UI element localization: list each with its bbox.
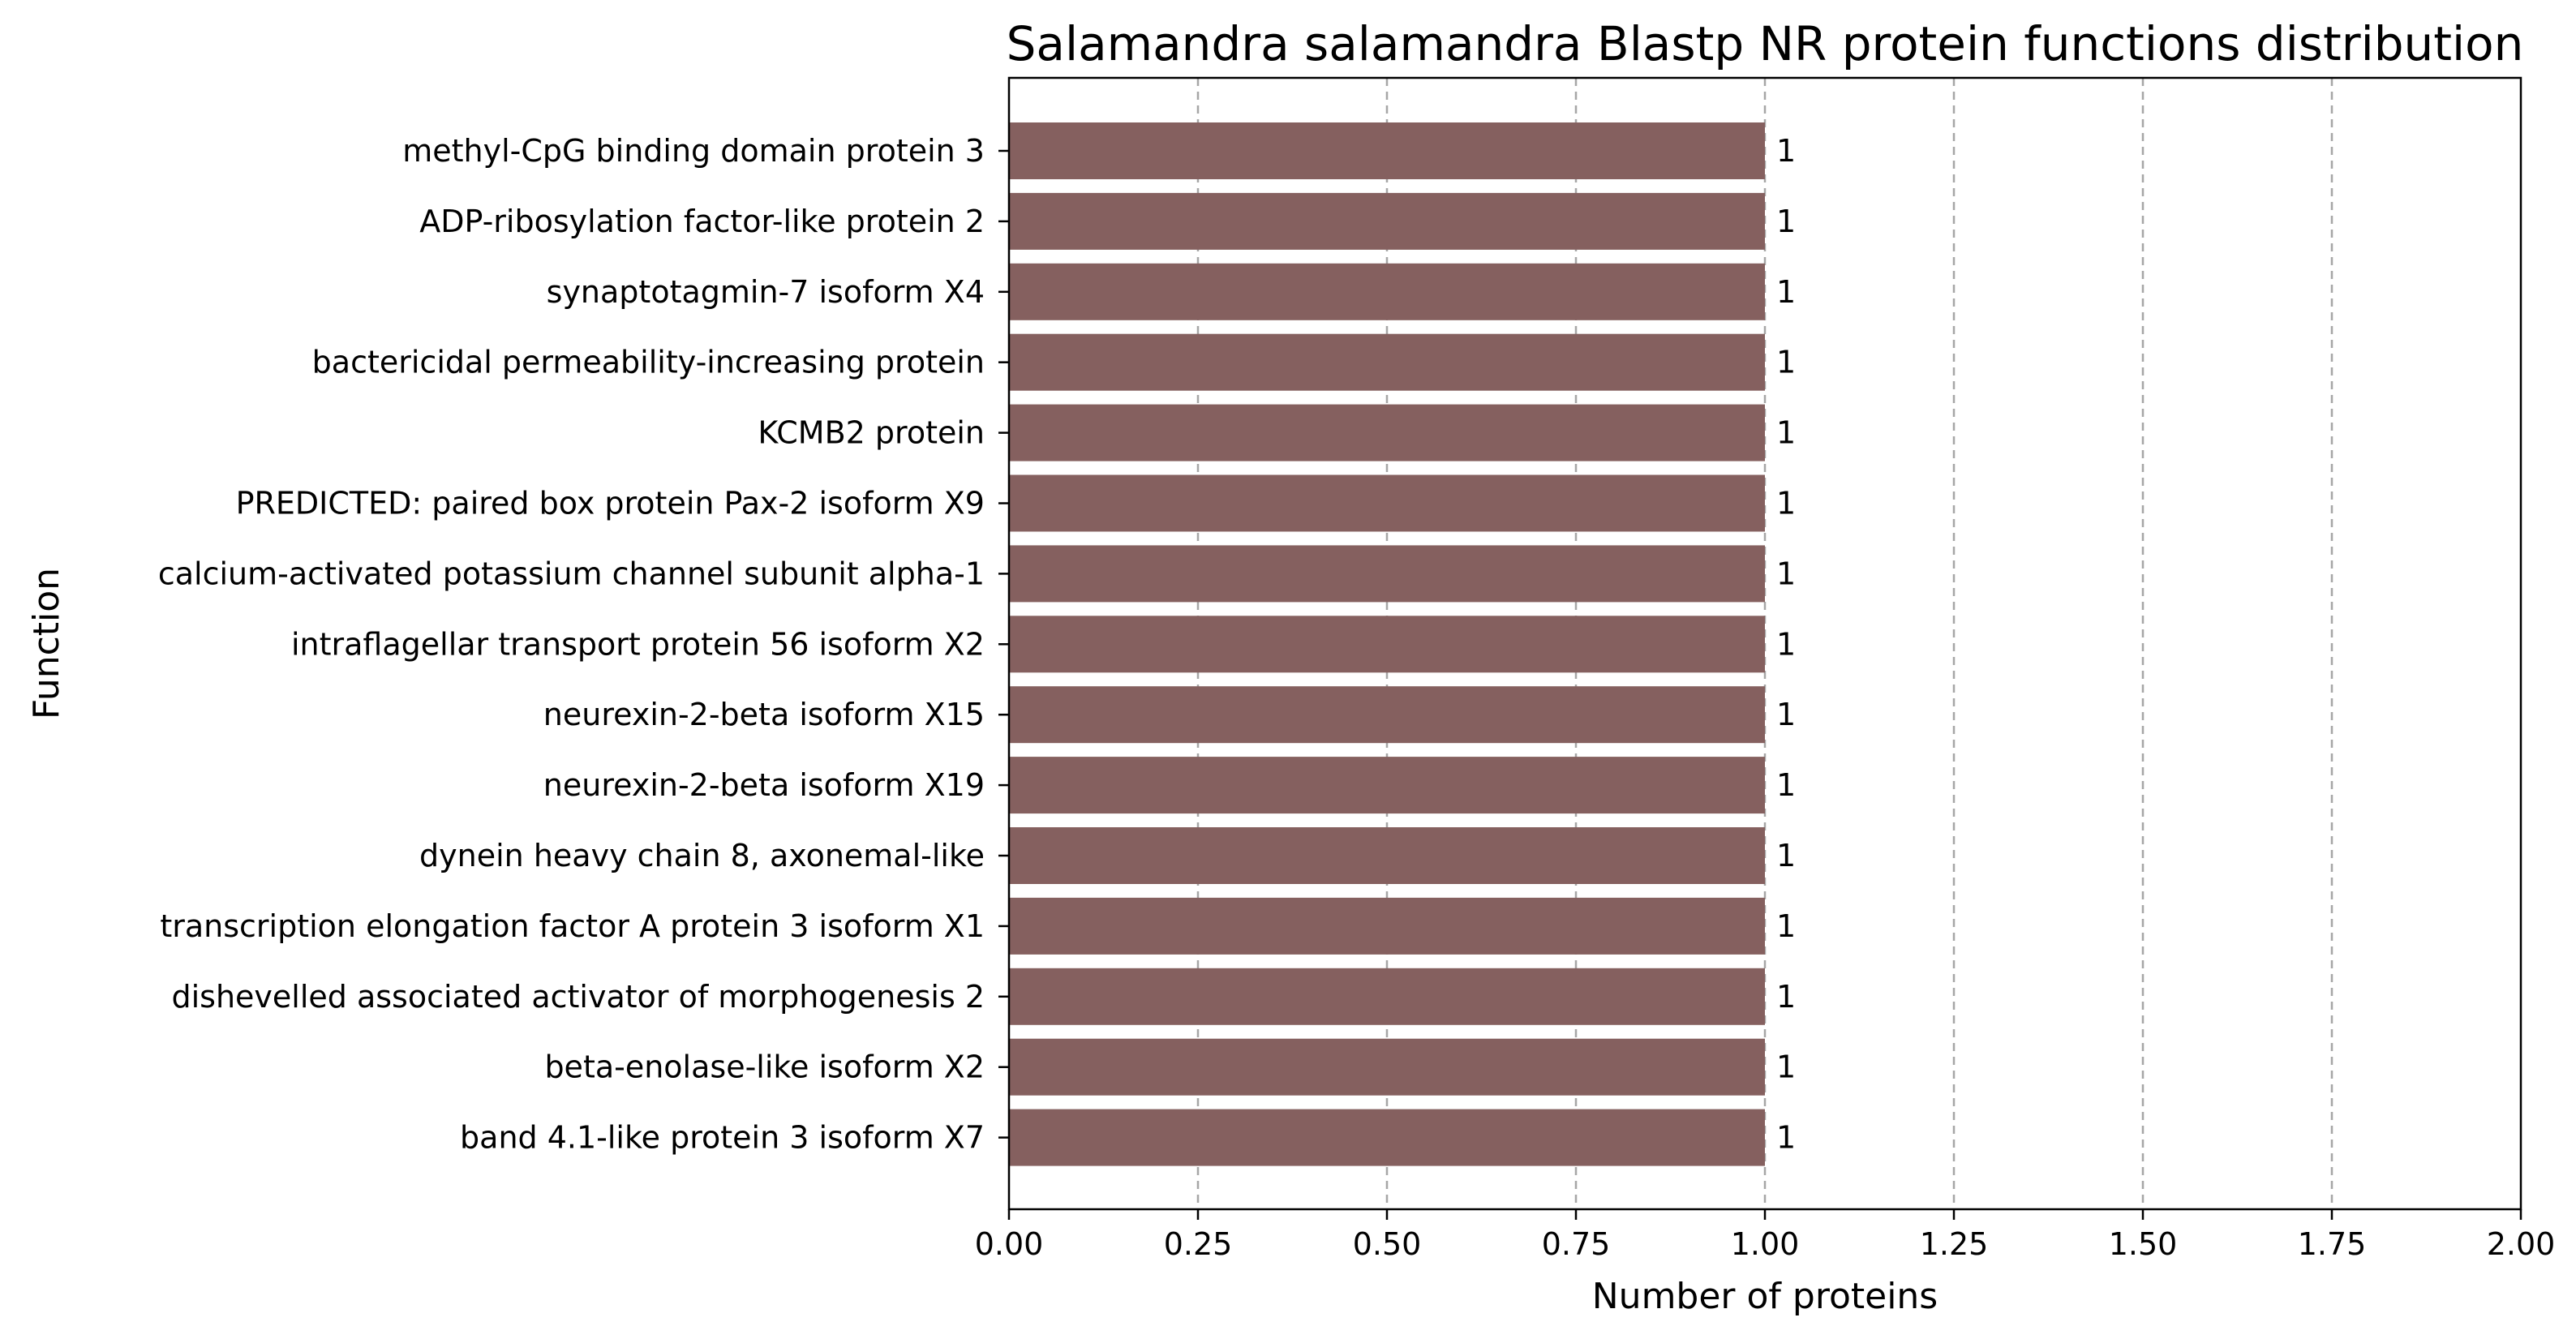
bar xyxy=(1009,1038,1765,1096)
bar xyxy=(1009,968,1765,1025)
x-tick-label: 0.00 xyxy=(975,1226,1044,1262)
data-label: 1 xyxy=(1776,697,1796,732)
bar xyxy=(1009,404,1765,461)
y-tick-label: bactericidal permeability-increasing pro… xyxy=(312,345,985,380)
data-label: 1 xyxy=(1776,838,1796,873)
data-label: 1 xyxy=(1776,274,1796,310)
x-tick-label: 0.25 xyxy=(1164,1226,1233,1262)
x-tick-label: 0.75 xyxy=(1542,1226,1611,1262)
data-label: 1 xyxy=(1776,556,1796,591)
y-tick-label: PREDICTED: paired box protein Pax-2 isof… xyxy=(236,486,985,521)
bar xyxy=(1009,122,1765,179)
bar xyxy=(1009,474,1765,532)
y-tick-label: calcium-activated potassium channel subu… xyxy=(158,556,985,591)
data-label: 1 xyxy=(1776,767,1796,803)
x-tick-label: 1.75 xyxy=(2298,1226,2367,1262)
y-tick-label: neurexin-2-beta isoform X15 xyxy=(543,697,985,732)
x-tick-label: 1.50 xyxy=(2109,1226,2178,1262)
data-label: 1 xyxy=(1776,204,1796,239)
bar xyxy=(1009,1109,1765,1166)
y-tick-label: ADP-ribosylation factor-like protein 2 xyxy=(419,204,985,239)
bar xyxy=(1009,757,1765,814)
bar xyxy=(1009,333,1765,391)
y-tick-label: transcription elongation factor A protei… xyxy=(160,908,985,944)
y-tick-label: dishevelled associated activator of morp… xyxy=(171,979,985,1015)
y-tick-label: dynein heavy chain 8, axonemal-like xyxy=(419,838,985,873)
y-tick-label: neurexin-2-beta isoform X19 xyxy=(543,767,985,803)
data-label: 1 xyxy=(1776,1120,1796,1156)
bar xyxy=(1009,897,1765,955)
y-tick-label: methyl-CpG binding domain protein 3 xyxy=(402,133,985,169)
data-label: 1 xyxy=(1776,133,1796,169)
x-tick-label: 0.50 xyxy=(1353,1226,1422,1262)
data-label: 1 xyxy=(1776,486,1796,521)
bar xyxy=(1009,192,1765,250)
y-tick-label: synaptotagmin-7 isoform X4 xyxy=(547,274,985,310)
y-ticks: methyl-CpG binding domain protein 3 ADP-r… xyxy=(158,133,1009,1156)
data-label: 1 xyxy=(1776,908,1796,944)
bars xyxy=(1009,122,1765,1166)
y-tick-label: KCMB2 protein xyxy=(758,415,985,451)
x-axis-label: Number of proteins xyxy=(1592,1276,1938,1317)
y-axis-label: Function xyxy=(26,568,67,719)
data-label: 1 xyxy=(1776,1049,1796,1085)
data-label: 1 xyxy=(1776,415,1796,451)
bar xyxy=(1009,263,1765,320)
chart-title: Salamandra salamandra Blastp NR protein … xyxy=(1007,16,2524,71)
bar xyxy=(1009,827,1765,884)
data-label: 1 xyxy=(1776,626,1796,662)
bar xyxy=(1009,545,1765,603)
y-tick-label: band 4.1-like protein 3 isoform X7 xyxy=(460,1120,985,1156)
data-label: 1 xyxy=(1776,979,1796,1015)
bar xyxy=(1009,616,1765,673)
y-tick-label: beta-enolase-like isoform X2 xyxy=(544,1049,985,1085)
x-ticks: 0.00 0.25 0.50 0.75 1.00 1.25 1.50 1.75 2.00 xyxy=(975,1209,2556,1262)
bar xyxy=(1009,686,1765,744)
x-tick-label: 1.25 xyxy=(1920,1226,1989,1262)
data-label: 1 xyxy=(1776,345,1796,380)
x-tick-label: 2.00 xyxy=(2487,1226,2556,1262)
y-tick-label: intraflagellar transport protein 56 isof… xyxy=(291,626,985,662)
x-tick-label: 1.00 xyxy=(1731,1226,1800,1262)
data-labels: 1 1 1 1 1 1 1 1 1 1 1 1 1 1 1 xyxy=(1776,133,1796,1156)
